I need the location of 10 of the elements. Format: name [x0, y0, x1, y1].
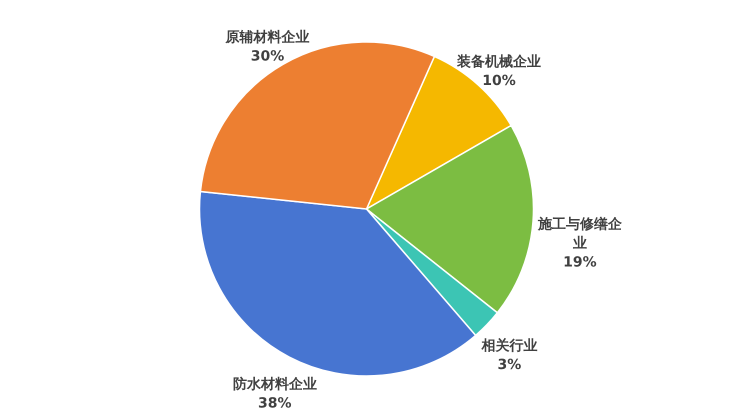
- data-label: 3%: [498, 357, 522, 374]
- data-label: 10%: [482, 72, 516, 89]
- slice-label: 原辅材料企业: [224, 30, 310, 46]
- data-label: 30%: [250, 48, 284, 65]
- slice-label: 防水材料企业: [232, 375, 317, 392]
- data-label: 38%: [258, 395, 292, 412]
- slice-label: 装备机械企业: [456, 54, 541, 70]
- slice-label: 相关行业: [480, 337, 538, 354]
- slice-label: 施工与修缮企业: [536, 216, 623, 252]
- data-label: 19%: [563, 254, 597, 271]
